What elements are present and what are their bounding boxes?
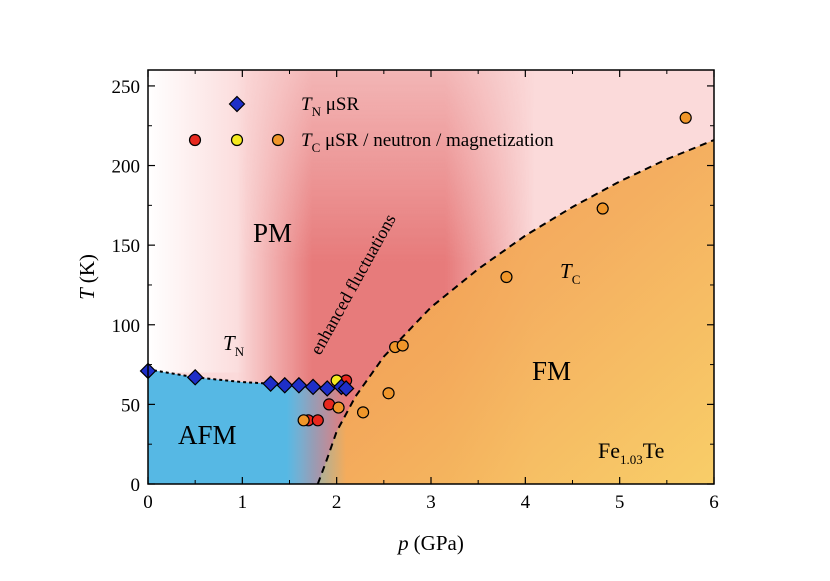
legend-tn-main: T xyxy=(301,94,313,115)
tn-label-main: T xyxy=(223,331,236,355)
tc-point xyxy=(679,111,692,124)
tc-label-sub: C xyxy=(572,272,581,287)
y-tick-label: 50 xyxy=(121,395,140,416)
y-tick-label: 200 xyxy=(112,157,141,178)
tc-point xyxy=(332,401,345,414)
pm-left-fade xyxy=(148,70,248,373)
phase-boundaries xyxy=(147,139,715,485)
data-points xyxy=(139,111,692,427)
legend-tc-rest: μSR / neutron / magnetization xyxy=(320,130,554,151)
legend xyxy=(188,95,285,147)
legend-tc-main: T xyxy=(301,130,313,151)
legend-circle-neutron xyxy=(230,133,244,147)
y-tick-label: 0 xyxy=(131,475,141,496)
fm-label: FM xyxy=(532,356,571,386)
x-tick-label: 4 xyxy=(521,492,531,513)
tn-point xyxy=(186,368,204,386)
tc-point xyxy=(297,414,310,427)
tn-point xyxy=(318,380,336,397)
tn-point xyxy=(290,376,308,394)
legend-tn-rest: μSR xyxy=(321,94,360,115)
y-axis-title-unit: (K) xyxy=(75,254,99,283)
x-tick-label: 5 xyxy=(615,492,625,513)
y-tick-label: 150 xyxy=(112,236,141,257)
compound-main: Fe xyxy=(598,438,620,463)
tn-boundary-line xyxy=(147,368,347,390)
tc-boundary-line xyxy=(316,139,715,485)
tn-point xyxy=(304,378,322,396)
x-tick-label: 2 xyxy=(332,492,342,513)
afm-label: AFM xyxy=(178,420,237,450)
legend-entry-tc: TC μSR / neutron / magnetization xyxy=(301,130,554,155)
legend-tn-sub: N xyxy=(312,104,322,119)
compound-sub: 1.03 xyxy=(620,452,643,467)
pm-label: PM xyxy=(253,218,292,248)
y-tick-label: 250 xyxy=(112,77,141,98)
y-axis-title-main: T xyxy=(75,287,99,300)
fm-region xyxy=(317,140,714,484)
x-axis-title-unit: (GPa) xyxy=(414,531,464,555)
tn-label-sub: N xyxy=(235,344,245,359)
legend-circle-magnetization xyxy=(271,133,285,147)
tc-point xyxy=(382,387,395,400)
tc-point xyxy=(500,270,513,284)
tc-label: TC xyxy=(560,259,580,287)
tn-point xyxy=(262,375,279,393)
axes-frame: 0 1 2 3 4 5 6 0 50 100 150 200 250 xyxy=(112,69,719,513)
legend-circle-musr xyxy=(188,133,202,147)
legend-entry-tn: TN μSR xyxy=(301,94,359,119)
phase-regions xyxy=(148,70,714,484)
compound-label: Fe1.03Te xyxy=(598,438,664,467)
tc-point xyxy=(396,339,409,352)
x-tick-label: 6 xyxy=(709,492,719,513)
x-axis-title-main: p xyxy=(396,531,409,555)
x-axis-title: p (GPa) xyxy=(396,531,464,555)
x-tick-label: 0 xyxy=(143,492,153,513)
y-tick-label: 100 xyxy=(112,316,141,337)
tc-point xyxy=(311,414,324,427)
afm-region xyxy=(148,369,347,484)
tn-point xyxy=(276,376,294,394)
x-tick-label: 1 xyxy=(238,492,248,513)
tn-point xyxy=(337,380,355,397)
tc-label-main: T xyxy=(560,259,573,283)
tc-point xyxy=(596,202,609,215)
legend-tc-sub: C xyxy=(312,140,321,155)
tn-label: TN xyxy=(223,331,245,359)
y-axis-title: T (K) xyxy=(75,254,99,300)
tc-point xyxy=(356,406,370,419)
compound-rest: Te xyxy=(643,438,665,463)
legend-diamond-tn xyxy=(228,95,246,113)
x-tick-label: 3 xyxy=(426,492,436,513)
